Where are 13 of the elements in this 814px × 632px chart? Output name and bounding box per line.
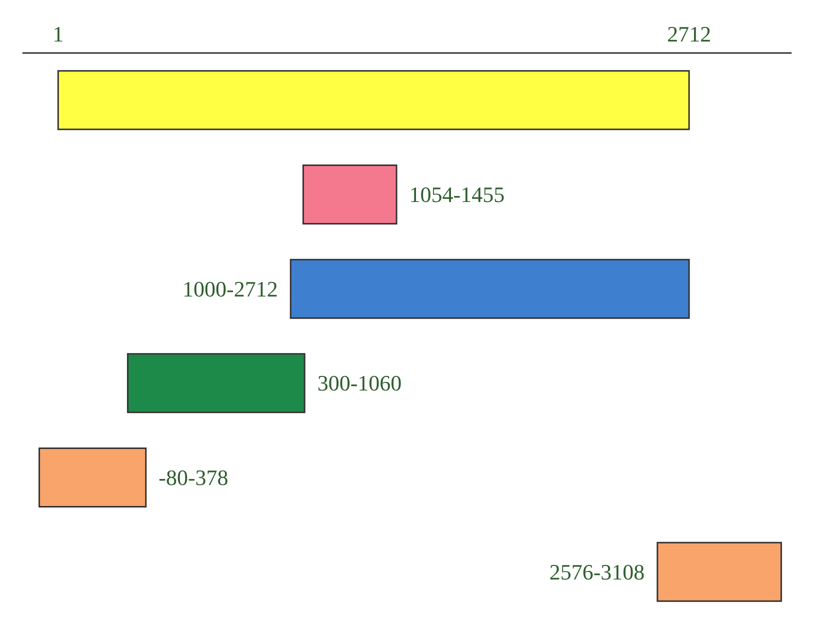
bar <box>57 70 690 130</box>
data-label: 300-1060 <box>317 370 402 396</box>
bar <box>302 164 398 224</box>
bar <box>126 353 306 414</box>
x-tick-label: 2712 <box>667 22 712 46</box>
data-label: 1054-1455 <box>409 182 505 207</box>
bar <box>38 448 147 508</box>
bar <box>290 258 690 319</box>
data-label: -80-378 <box>158 465 228 490</box>
data-label: 1000-2712 <box>182 276 278 302</box>
data-label: 2576-3108 <box>549 559 645 584</box>
x-tick-label: 1 <box>52 22 64 46</box>
bar <box>656 542 782 602</box>
